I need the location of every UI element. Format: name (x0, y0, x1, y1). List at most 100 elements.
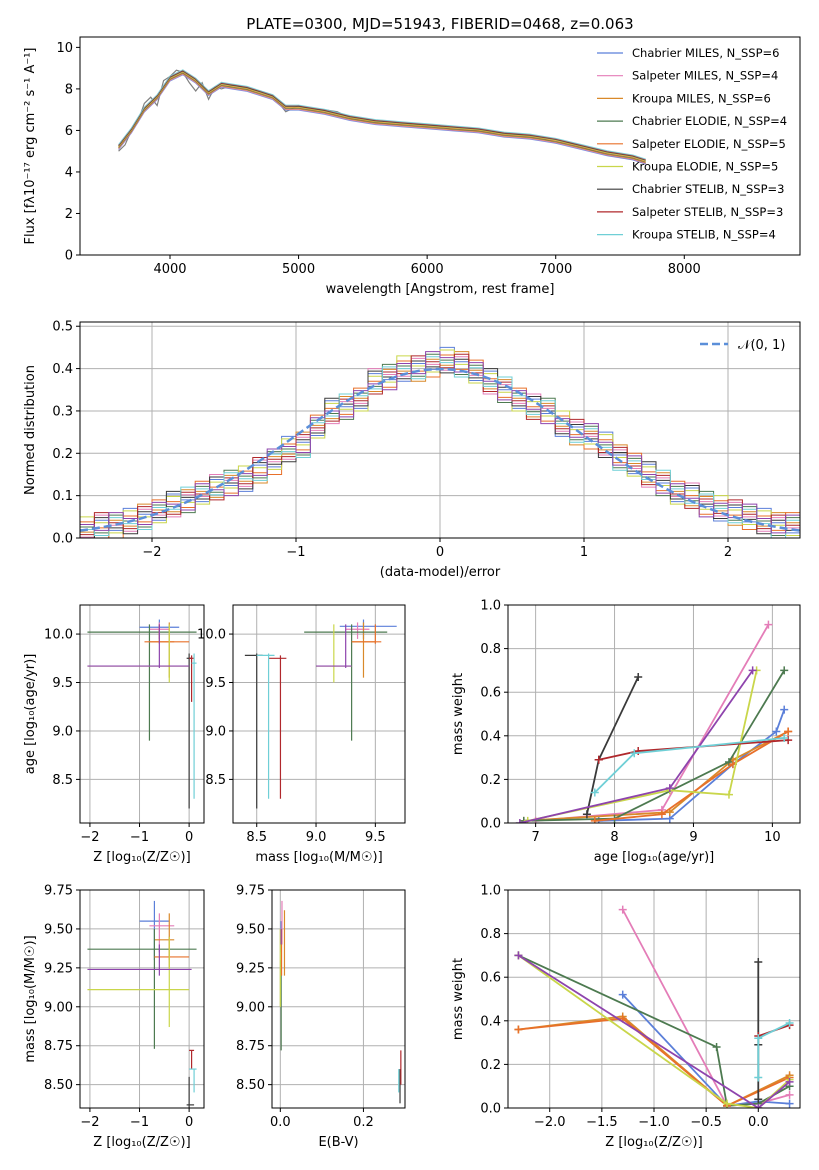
y-tick-label: 0.8 (480, 642, 501, 657)
y-tick-label: 10 (56, 41, 73, 56)
y-axis-label: mass weight (451, 958, 466, 1040)
x-axis-label: Z [log₁₀(Z/Z☉)] (93, 1135, 190, 1150)
weight-marker (594, 755, 603, 764)
y-tick-label: 8.50 (44, 1078, 73, 1093)
x-tick-label: 9 (689, 830, 697, 845)
legend-label: Salpeter ELODIE, N_SSP=5 (632, 137, 786, 151)
weight-marker (754, 1095, 763, 1104)
x-tick-label: −1.0 (638, 1115, 670, 1130)
x-axis-label: (data-model)/error (380, 565, 501, 580)
y-tick-label: 0.2 (480, 1058, 501, 1073)
weight-marker (764, 620, 773, 629)
legend-label: Chabrier ELODIE, N_SSP=4 (632, 114, 787, 128)
axes-frame (79, 36, 801, 256)
weight-marker (618, 905, 627, 914)
weight-marker (514, 951, 523, 960)
panel-spectrum: 4000 5000 6000 7000 8000 0 2 4 6 8 10 wavelength [A… (23, 36, 801, 297)
y-axis-label: mass [log₁₀(M/M☉)] (23, 935, 38, 1062)
weight-line (757, 1022, 790, 1078)
axes-frame (79, 321, 801, 539)
weight-marker (754, 1034, 763, 1043)
x-tick-label: −0.5 (690, 1115, 722, 1130)
panel-age_vs_mass: 8.5 9.0 9.5 8.5 9.0 9.5 10.0 mass [log₁₀(M/M☉)] (197, 604, 406, 865)
plot-area (118, 69, 646, 165)
weight-marker (618, 990, 627, 999)
y-axis-label: Flux [fλ10⁻¹⁷ erg cm⁻² s⁻¹ A⁻¹] (23, 48, 38, 245)
legend-label: Chabrier STELIB, N_SSP=3 (632, 182, 784, 196)
legend-label: Salpeter MILES, N_SSP=4 (632, 69, 778, 83)
y-axis-label: mass weight (451, 673, 466, 755)
y-tick-label: 0.8 (480, 927, 501, 942)
y-tick-label: 0.2 (52, 447, 73, 462)
y-tick-label: 9.75 (44, 884, 73, 899)
panel-weight_vs_Z: −2.0 −1.5 −1.0 −0.5 0.0 0.0 0.2 0.4 0.6 0.8 1.0 Z [… (451, 884, 801, 1150)
model-spectrum (118, 74, 646, 165)
axes-frame (507, 889, 801, 1109)
y-tick-label: 2 (65, 207, 73, 222)
y-tick-label: 9.25 (236, 961, 265, 976)
weight-line (598, 709, 786, 822)
y-tick-label: 9.5 (52, 676, 73, 691)
y-tick-label: 9.0 (205, 724, 226, 739)
x-tick-label: −1 (130, 830, 149, 845)
model-spectrum (118, 71, 646, 162)
y-tick-label: 0.0 (52, 532, 73, 547)
y-tick-label: 0.6 (480, 971, 501, 986)
x-tick-label: 0.0 (270, 1115, 291, 1130)
y-tick-label: 9.25 (44, 961, 73, 976)
x-tick-label: 8.5 (246, 830, 267, 845)
x-axis-label: age [log₁₀(age/yr)] (594, 850, 715, 865)
x-tick-label: 0.2 (353, 1115, 374, 1130)
plot-area (514, 905, 794, 1108)
y-tick-label: 0.0 (480, 817, 501, 832)
panel-mass_vs_Z: −2 −1 0 8.50 8.75 9.00 9.25 9.50 9.75 Z [log₁₀(Z/… (23, 884, 205, 1150)
weight-marker (657, 810, 666, 819)
x-axis-label: Z [log₁₀(Z/Z☉)] (93, 850, 190, 865)
axes-frame (79, 889, 205, 1109)
x-tick-label: 6000 (411, 262, 444, 277)
x-tick-label: 0.0 (748, 1115, 769, 1130)
x-tick-label: 2 (724, 545, 732, 560)
weight-marker (785, 1090, 794, 1099)
y-tick-label: 0 (65, 249, 73, 264)
spectrum-title: PLATE=0300, MJD=51943, FIBERID=0468, z=0… (246, 15, 633, 33)
normal-reference-curve (80, 367, 800, 532)
y-axis-label: age [log₁₀(age/yr)] (23, 654, 38, 775)
axes-frame (271, 889, 406, 1109)
x-tick-label: 10 (764, 830, 781, 845)
y-tick-label: 9.50 (44, 922, 73, 937)
x-tick-label: −1 (130, 1115, 149, 1130)
x-tick-label: −2 (80, 830, 99, 845)
y-tick-label: 8.75 (236, 1039, 265, 1054)
legend-label: Kroupa STELIB, N_SSP=4 (632, 228, 776, 242)
weight-marker (723, 1099, 731, 1108)
x-tick-label: 8000 (668, 262, 701, 277)
model-spectrum (118, 73, 646, 164)
plot-area (80, 346, 800, 538)
weight-marker (785, 1018, 794, 1027)
weight-line (517, 954, 791, 1108)
weight-marker (582, 810, 591, 819)
weight-marker (754, 957, 763, 966)
axes-frame (79, 604, 205, 824)
legend-label: 𝒩(0, 1) (738, 338, 785, 353)
x-tick-label: 0 (185, 1115, 193, 1130)
y-tick-label: 0.4 (480, 1014, 501, 1029)
model-spectrum (118, 69, 646, 161)
y-tick-label: 9.5 (205, 676, 226, 691)
weight-marker (665, 784, 674, 793)
y-tick-label: 0.5 (52, 320, 73, 335)
weight-marker (780, 666, 789, 675)
weight-marker (784, 727, 793, 736)
legend-label: Kroupa MILES, N_SSP=6 (632, 91, 771, 105)
y-tick-label: 9.00 (44, 1000, 73, 1015)
weight-marker (785, 1077, 794, 1086)
y-tick-label: 4 (65, 165, 73, 180)
y-tick-label: 0.4 (52, 362, 73, 377)
y-tick-label: 9.00 (236, 1000, 265, 1015)
weight-line (523, 730, 789, 822)
x-tick-label: −2 (142, 545, 161, 560)
plot-area (87, 900, 197, 1108)
x-axis-label: Z [log₁₀(Z/Z☉)] (605, 1135, 702, 1150)
